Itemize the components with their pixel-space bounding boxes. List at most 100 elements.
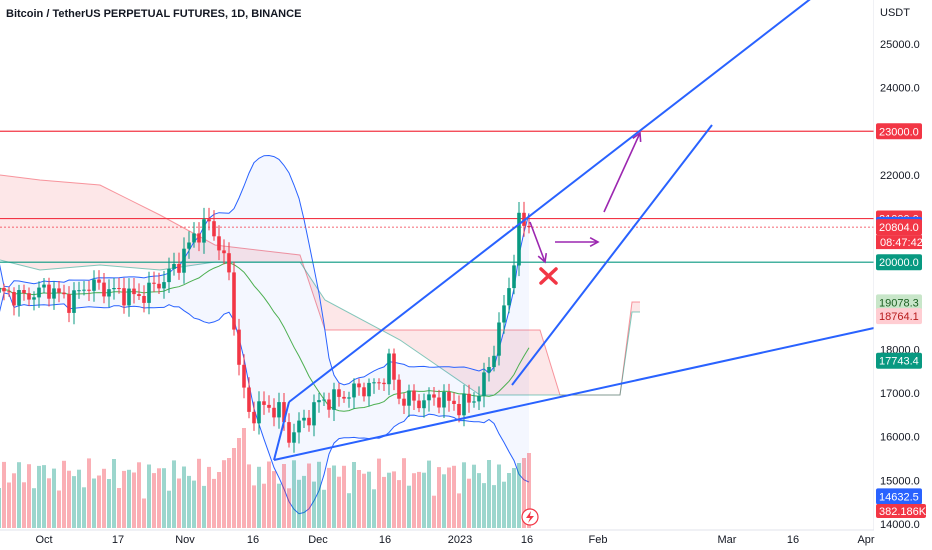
time-tick-label: Nov [175, 534, 195, 546]
volume-bar [77, 469, 81, 528]
candle-body [87, 289, 91, 291]
ma-badge-badge-box [876, 352, 922, 369]
time-axis[interactable] [0, 530, 874, 550]
candle-body [277, 402, 281, 418]
candle-body [197, 233, 201, 243]
volume-bar [342, 465, 346, 528]
time-tick-label: 17 [112, 534, 124, 546]
volume-bar [112, 459, 116, 528]
arrow-head [537, 252, 548, 264]
volume-bar [2, 461, 6, 528]
candle-body [382, 382, 386, 385]
time-tick-labels: Oct 17 Nov 16 Dec 16 2023 16 Feb Mar 16 Apr [35, 534, 874, 546]
span-b-badge-badge-text: 18764.1 [879, 311, 919, 323]
volume-bar [482, 483, 486, 528]
candle-body [0, 287, 1, 293]
price-tick-label: 17000.0 [880, 388, 920, 400]
candle-body [327, 399, 331, 410]
bb-upper-badge-badge-box [876, 294, 922, 311]
volume-bar [247, 464, 251, 528]
volume-bar [287, 488, 291, 528]
candle-body [242, 364, 246, 388]
support-trend-line [273, 327, 875, 461]
candle-body [387, 353, 391, 385]
bollinger-bands [0, 154, 530, 515]
candle-body [287, 422, 291, 443]
candle-body [292, 432, 296, 443]
candle-body [62, 292, 66, 295]
candle-body [192, 233, 196, 243]
volume-bar [97, 475, 101, 528]
candle-body [167, 268, 171, 283]
candle-body [92, 279, 96, 291]
volume-bar [12, 473, 16, 528]
candle-body [407, 390, 411, 406]
bollinger-lower-line [0, 292, 530, 515]
volume-bar [352, 462, 356, 528]
arrow-head [589, 236, 600, 248]
cross-stroke [539, 267, 558, 285]
candle-body [212, 221, 216, 237]
volume-bar [32, 488, 36, 528]
candle-body [227, 253, 231, 273]
candle-body [22, 290, 26, 294]
candle-body [137, 294, 141, 296]
resistance-badge-box [876, 123, 922, 140]
trend-lines [273, 0, 875, 461]
last-price-badge-text: 20804.0 [879, 222, 919, 234]
volume-bar [102, 468, 106, 528]
volume-bar [457, 493, 461, 528]
volume-bar [507, 473, 511, 528]
volume-bar [497, 464, 501, 528]
price-axis[interactable] [874, 0, 932, 550]
currency-label: USDT [880, 7, 910, 19]
volume-bar [442, 474, 446, 528]
candle-body [517, 212, 521, 266]
candle-body [2, 287, 6, 292]
volume-badge-text: 382.186K [879, 506, 927, 518]
candle-body [117, 288, 121, 289]
candle-body [82, 289, 86, 291]
volume-bar [157, 468, 161, 528]
volume-bar [187, 475, 191, 528]
candle-body [427, 394, 431, 401]
candle-body [417, 400, 421, 409]
rejected-cross-icon [539, 267, 558, 285]
volume-bar [407, 485, 411, 528]
volume-bar [377, 458, 381, 528]
volume-bar [7, 482, 11, 528]
bb-lower-badge-badge: 14632.5 [876, 488, 922, 505]
volume-bar [57, 490, 61, 528]
volume-bar [162, 468, 166, 528]
volume-bar [67, 470, 71, 528]
volume-bar [212, 478, 216, 528]
candle-body [77, 290, 81, 292]
candle-body [202, 219, 206, 243]
candle-body [462, 393, 466, 416]
volume-bar [107, 479, 111, 528]
volume-bar [237, 438, 241, 528]
volume-bar [37, 465, 41, 528]
volume-bar [452, 465, 456, 528]
candle-body [497, 322, 501, 356]
volume-bar [172, 460, 176, 528]
candle-body [372, 382, 376, 384]
candle-body [377, 382, 381, 384]
volume-bar [282, 464, 286, 528]
bb-lower-badge-badge-box [876, 488, 922, 505]
last-price-badge: 20804.0 [876, 219, 922, 236]
volume-bar [437, 467, 441, 528]
span-b-badge-badge: 18764.1 [876, 308, 922, 325]
candle-body [102, 282, 106, 297]
icon-bolt [526, 511, 534, 523]
volume-bar [202, 485, 206, 528]
candle-body [432, 394, 436, 398]
volume-bar [292, 460, 296, 528]
volume-bar [177, 478, 181, 528]
volume-bar [142, 498, 146, 528]
volume-bar [17, 462, 21, 528]
support-badge-box [876, 254, 922, 271]
volume-bar [347, 493, 351, 528]
